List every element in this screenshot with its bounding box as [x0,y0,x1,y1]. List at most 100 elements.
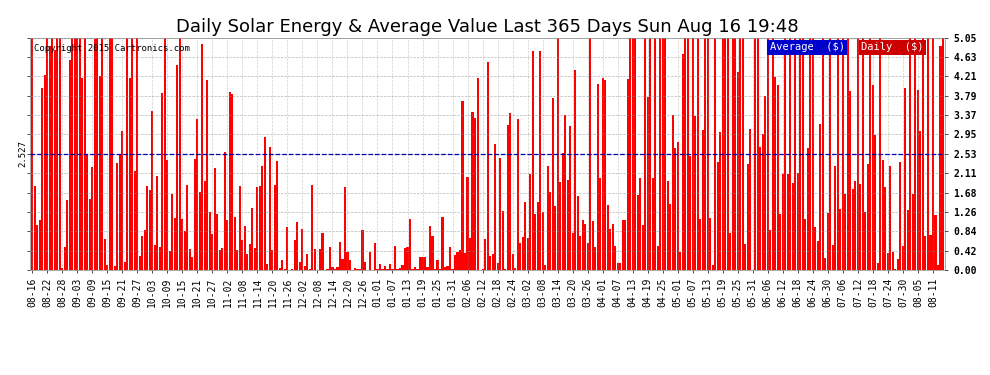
Bar [879,38,881,270]
Bar [574,70,576,270]
Bar [730,232,732,270]
Bar [867,164,869,270]
Bar [53,50,55,270]
Bar [559,182,561,270]
Bar [519,243,521,270]
Bar [337,267,339,270]
Bar [702,130,704,270]
Bar [602,78,604,270]
Bar [151,111,153,270]
Bar [594,247,596,270]
Bar [126,38,129,270]
Bar [692,38,694,270]
Bar [722,38,724,270]
Bar [114,266,116,270]
Bar [502,211,504,270]
Bar [617,263,619,270]
Bar [86,155,88,270]
Bar [459,250,461,270]
Bar [844,194,846,270]
Bar [299,262,301,270]
Bar [774,77,776,270]
Bar [659,38,661,270]
Bar [794,38,796,270]
Bar [792,183,794,270]
Bar [58,38,60,270]
Bar [434,269,437,270]
Bar [466,177,468,270]
Bar [584,224,586,270]
Bar [497,264,499,270]
Bar [897,260,899,270]
Bar [369,252,371,270]
Bar [99,75,101,270]
Bar [644,38,646,270]
Bar [491,254,494,270]
Bar [581,220,584,270]
Bar [474,118,476,270]
Bar [912,194,914,270]
Bar [121,131,124,270]
Bar [527,238,529,270]
Bar [624,220,627,270]
Bar [42,88,44,270]
Bar [877,263,879,270]
Bar [374,243,376,270]
Bar [859,184,861,270]
Bar [481,268,484,270]
Bar [134,171,136,270]
Bar [532,51,534,270]
Bar [384,266,386,270]
Bar [576,196,579,270]
Bar [619,264,622,270]
Bar [242,240,244,270]
Bar [444,267,446,270]
Bar [119,154,121,270]
Bar [407,247,409,270]
Bar [889,166,891,270]
Bar [646,97,648,270]
Bar [389,264,391,270]
Bar [342,260,344,270]
Bar [427,267,429,270]
Bar [627,80,629,270]
Bar [137,38,139,270]
Bar [822,38,824,270]
Bar [671,115,674,270]
Bar [664,38,666,270]
Bar [587,243,589,270]
Bar [232,94,234,270]
Bar [224,152,226,270]
Bar [201,45,203,270]
Bar [263,137,266,270]
Bar [930,235,932,270]
Bar [704,38,706,270]
Bar [148,190,150,270]
Bar [654,38,656,270]
Bar [247,254,248,270]
Bar [174,217,176,270]
Bar [744,244,746,270]
Bar [699,219,701,270]
Bar [735,38,737,270]
Bar [607,205,609,270]
Bar [812,38,814,270]
Bar [902,246,904,270]
Bar [396,269,399,270]
Bar [104,238,106,270]
Bar [884,186,886,270]
Bar [101,38,103,270]
Bar [597,84,599,270]
Bar [509,113,511,270]
Bar [561,153,563,270]
Bar [599,178,601,270]
Bar [709,217,712,270]
Bar [656,246,658,270]
Bar [604,80,606,270]
Bar [789,38,791,270]
Bar [71,38,73,270]
Bar [359,269,361,270]
Bar [761,134,764,270]
Bar [437,260,439,270]
Bar [31,38,34,270]
